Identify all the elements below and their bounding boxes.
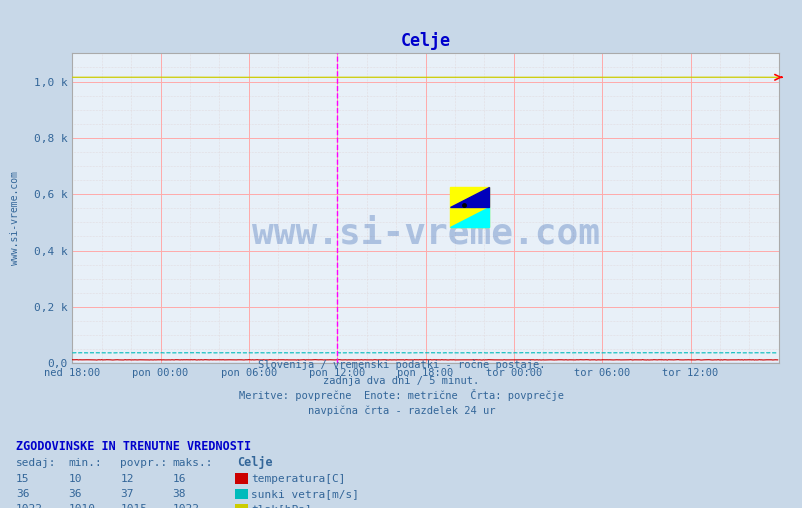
Title: Celje: Celje bbox=[400, 33, 450, 50]
Text: Celje: Celje bbox=[237, 456, 272, 469]
Text: 1022: 1022 bbox=[16, 504, 43, 508]
Text: sunki vetra[m/s]: sunki vetra[m/s] bbox=[251, 489, 358, 499]
Polygon shape bbox=[450, 207, 488, 227]
Text: 1022: 1022 bbox=[172, 504, 200, 508]
Text: 1015: 1015 bbox=[120, 504, 148, 508]
Text: temperatura[C]: temperatura[C] bbox=[251, 473, 346, 484]
Text: zadnja dva dni / 5 minut.: zadnja dva dni / 5 minut. bbox=[323, 375, 479, 386]
Text: 16: 16 bbox=[172, 473, 186, 484]
Text: 1010: 1010 bbox=[68, 504, 95, 508]
Text: povpr.:: povpr.: bbox=[120, 458, 168, 468]
Text: 12: 12 bbox=[120, 473, 134, 484]
Text: 36: 36 bbox=[68, 489, 82, 499]
Text: www.si-vreme.com: www.si-vreme.com bbox=[10, 171, 20, 266]
Text: 15: 15 bbox=[16, 473, 30, 484]
Polygon shape bbox=[450, 186, 488, 207]
Text: 36: 36 bbox=[16, 489, 30, 499]
Text: 38: 38 bbox=[172, 489, 186, 499]
Text: tlak[hPa]: tlak[hPa] bbox=[251, 504, 312, 508]
Bar bbox=[450, 186, 488, 227]
Text: navpična črta - razdelek 24 ur: navpična črta - razdelek 24 ur bbox=[307, 405, 495, 416]
Text: ZGODOVINSKE IN TRENUTNE VREDNOSTI: ZGODOVINSKE IN TRENUTNE VREDNOSTI bbox=[16, 439, 251, 453]
Text: www.si-vreme.com: www.si-vreme.com bbox=[251, 216, 599, 250]
Text: maks.:: maks.: bbox=[172, 458, 213, 468]
Text: Meritve: povprečne  Enote: metrične  Črta: povprečje: Meritve: povprečne Enote: metrične Črta:… bbox=[239, 389, 563, 401]
Text: 37: 37 bbox=[120, 489, 134, 499]
Text: 10: 10 bbox=[68, 473, 82, 484]
Text: sedaj:: sedaj: bbox=[16, 458, 56, 468]
Text: Slovenija / vremenski podatki - ročne postaje.: Slovenija / vremenski podatki - ročne po… bbox=[257, 360, 545, 370]
Text: min.:: min.: bbox=[68, 458, 102, 468]
